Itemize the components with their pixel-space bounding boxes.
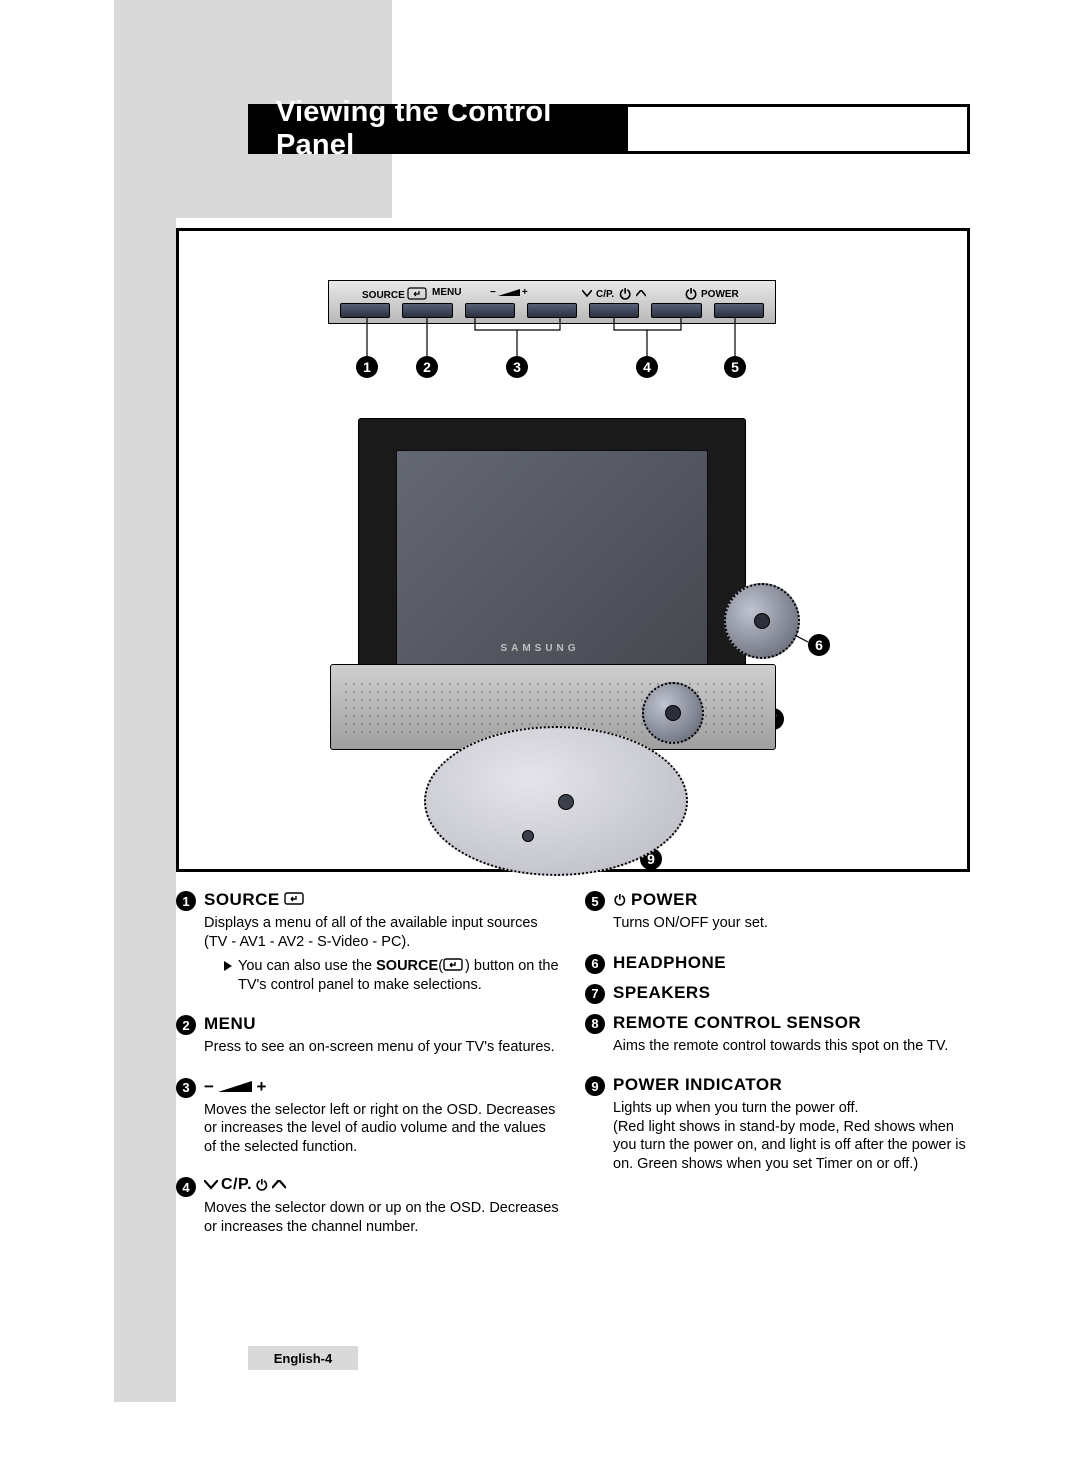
- item-headphone: 6 HEADPHONE: [585, 953, 970, 973]
- item-body: Turns ON/OFF your set.: [613, 914, 970, 933]
- item-body: Moves the selector left or right on the …: [204, 1101, 561, 1157]
- item-cp: 4 C/P. Moves the selector down or up on …: [176, 1176, 561, 1236]
- sub-prefix: You can also use the: [238, 958, 376, 974]
- item-body: Aims the remote control towards this spo…: [613, 1037, 970, 1056]
- item-heading: MENU: [204, 1014, 561, 1034]
- diagram-marker-2: 2: [416, 356, 438, 378]
- item-heading: − +: [204, 1077, 267, 1097]
- strip-button: [465, 303, 515, 318]
- page-footer: English-4: [248, 1346, 358, 1370]
- item-remote-sensor: 8 REMOTE CONTROL SENSOR Aims the remote …: [585, 1013, 970, 1056]
- column-right: 5 POWER Turns ON/OFF your set. 6 HEADPHO…: [585, 890, 970, 1256]
- enter-icon: [284, 892, 306, 908]
- strip-label-power: POWER: [684, 287, 739, 301]
- item-sub: You can also use the SOURCE() button on …: [224, 957, 561, 994]
- power-icon: [255, 1178, 269, 1192]
- item-heading: C/P.: [204, 1176, 286, 1194]
- item-speakers: 7 SPEAKERS: [585, 983, 970, 1003]
- strip-button: [651, 303, 701, 318]
- strip-button: [589, 303, 639, 318]
- zoom-speakers: [642, 682, 704, 744]
- enter-icon: [443, 958, 465, 974]
- item-power: 5 POWER Turns ON/OFF your set.: [585, 890, 970, 933]
- column-left: 1 SOURCE Displays a menu of all of the a…: [176, 890, 561, 1256]
- item-heading: SPEAKERS: [613, 983, 970, 1003]
- zoom-headphone: [724, 583, 800, 659]
- item-heading: HEADPHONE: [613, 953, 970, 973]
- item-number: 1: [176, 891, 196, 911]
- sub-bold: SOURCE: [376, 958, 438, 974]
- triangle-icon: [224, 961, 232, 971]
- item-source: 1 SOURCE Displays a menu of all of the a…: [176, 890, 561, 994]
- item-heading: POWER: [613, 890, 970, 910]
- strip-buttons: [340, 303, 764, 318]
- item-power-indicator: 9 POWER INDICATOR Lights up when you tur…: [585, 1075, 970, 1173]
- item-body: Press to see an on-screen menu of your T…: [204, 1038, 561, 1057]
- strip-button: [527, 303, 577, 318]
- item-body: Displays a menu of all of the available …: [204, 914, 561, 951]
- diagram-marker-4: 4: [636, 356, 658, 378]
- description-columns: 1 SOURCE Displays a menu of all of the a…: [176, 890, 970, 1256]
- item-menu: 2 MENU Press to see an on-screen menu of…: [176, 1014, 561, 1057]
- power-icon: [684, 287, 698, 301]
- power-icon: [613, 893, 627, 907]
- strip-button: [714, 303, 764, 318]
- strip-label-vol: − +: [490, 287, 528, 298]
- strip-label-cp: C/P.: [582, 287, 646, 301]
- zoom-sensor-power: [424, 726, 688, 876]
- diagram-marker-3: 3: [506, 356, 528, 378]
- item-body: Lights up when you turn the power off. (…: [613, 1099, 970, 1173]
- title-fill: Viewing the Control Panel: [248, 104, 628, 154]
- diagram-marker-1: 1: [356, 356, 378, 378]
- item-heading: REMOTE CONTROL SENSOR: [613, 1013, 970, 1033]
- diagram-marker-6: 6: [808, 634, 830, 656]
- strip-label-source: SOURCE: [362, 287, 429, 303]
- diagram-marker-5: 5: [724, 356, 746, 378]
- power-icon: [618, 287, 632, 301]
- item-heading: SOURCE: [204, 890, 280, 910]
- enter-icon: [407, 287, 429, 303]
- item-body: Moves the selector down or up on the OSD…: [204, 1199, 561, 1236]
- strip-button: [402, 303, 452, 318]
- page-title: Viewing the Control Panel: [276, 96, 628, 162]
- item-volume: 3 − + Moves the selector left or right o…: [176, 1077, 561, 1157]
- item-heading: POWER INDICATOR: [613, 1075, 970, 1095]
- page: Viewing the Control Panel SOURCE MENU − …: [0, 0, 1080, 1482]
- strip-label-menu: MENU: [432, 287, 461, 298]
- tv-brand: SAMSUNG: [500, 643, 579, 654]
- strip-button: [340, 303, 390, 318]
